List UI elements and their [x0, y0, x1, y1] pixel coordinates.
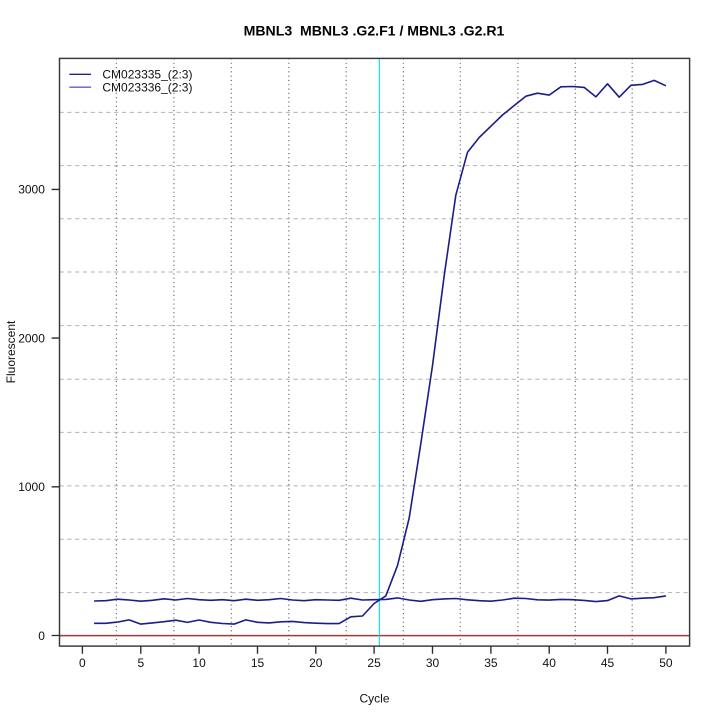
svg-text:1000: 1000	[18, 480, 45, 494]
svg-text:40: 40	[543, 656, 557, 670]
svg-text:35: 35	[484, 656, 498, 670]
svg-text:0: 0	[38, 629, 45, 643]
svg-text:45: 45	[601, 656, 615, 670]
svg-text:2000: 2000	[18, 331, 45, 345]
svg-text:50: 50	[659, 656, 673, 670]
svg-text:3000: 3000	[18, 183, 45, 197]
svg-text:20: 20	[309, 656, 323, 670]
svg-text:Cycle: Cycle	[359, 692, 389, 706]
svg-text:10: 10	[192, 656, 206, 670]
svg-text:Fluorescent: Fluorescent	[4, 320, 18, 383]
svg-text:CM023336_(2:3): CM023336_(2:3)	[102, 81, 192, 95]
svg-text:15: 15	[251, 656, 265, 670]
svg-text:CM023335_(2:3): CM023335_(2:3)	[102, 68, 192, 82]
svg-text:MBNL3 MBNL3 .G2.F1 / MBNL3 .G: MBNL3 MBNL3 .G2.F1 / MBNL3 .G2.R1	[244, 23, 505, 39]
svg-text:0: 0	[79, 656, 86, 670]
svg-text:30: 30	[426, 656, 440, 670]
svg-text:5: 5	[137, 656, 144, 670]
svg-text:25: 25	[367, 656, 381, 670]
